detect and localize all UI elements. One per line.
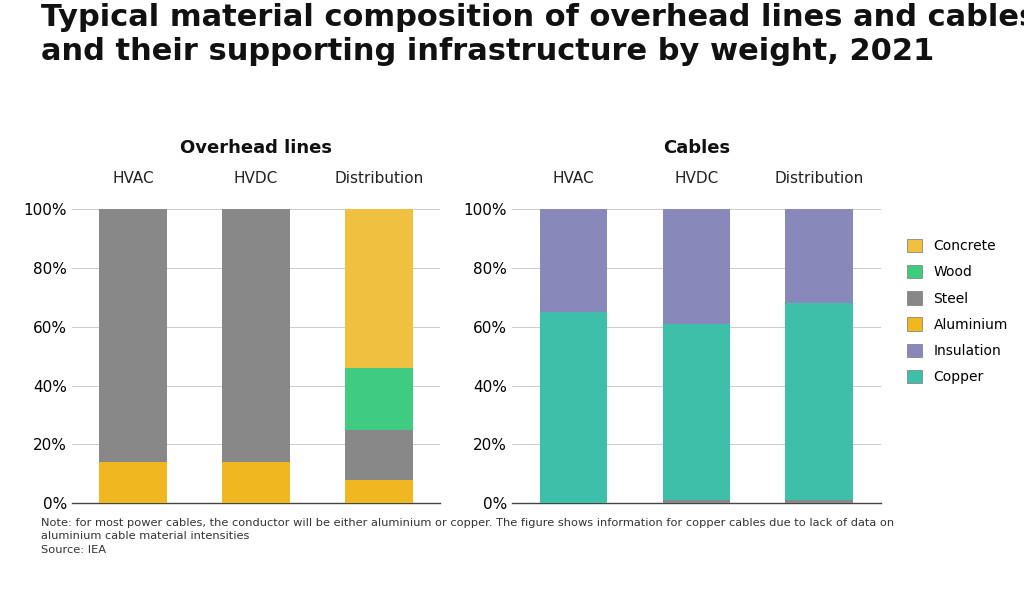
Bar (222, 462, 290, 503)
Text: Typical material composition of overhead lines and cables
and their supporting i: Typical material composition of overhead… (41, 3, 1024, 66)
Bar (222, 209, 290, 462)
Title: Cables: Cables (663, 139, 730, 157)
Legend: Concrete, Wood, Steel, Aluminium, Insulation, Copper: Concrete, Wood, Steel, Aluminium, Insula… (903, 235, 1012, 388)
Bar (99, 209, 167, 462)
Text: Note: for most power cables, the conductor will be either aluminium or copper. T: Note: for most power cables, the conduct… (41, 518, 894, 555)
Text: Distribution: Distribution (774, 171, 864, 186)
Bar (785, 209, 853, 303)
Bar (540, 312, 607, 503)
Bar (345, 209, 413, 368)
Bar (785, 500, 853, 503)
Bar (540, 209, 607, 312)
Text: HVAC: HVAC (553, 171, 594, 186)
Title: Overhead lines: Overhead lines (180, 139, 332, 157)
Bar (663, 209, 730, 324)
Text: HVDC: HVDC (233, 171, 279, 186)
Text: HVDC: HVDC (674, 171, 719, 186)
Bar (345, 429, 413, 480)
Bar (99, 462, 167, 503)
Text: HVAC: HVAC (113, 171, 154, 186)
Bar (663, 324, 730, 500)
Bar (663, 500, 730, 503)
Bar (345, 368, 413, 429)
Bar (785, 303, 853, 500)
Bar (345, 480, 413, 503)
Text: Distribution: Distribution (334, 171, 424, 186)
